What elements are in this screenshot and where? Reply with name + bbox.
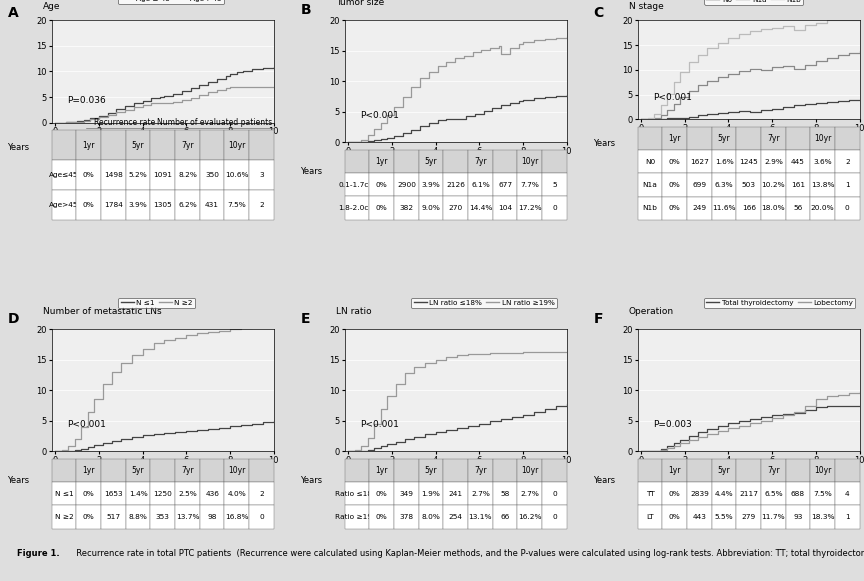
- Legend: Total thyroidectomy, Lobectomy: Total thyroidectomy, Lobectomy: [704, 297, 855, 308]
- Text: Recurrence rate: Recurrence rate: [94, 118, 156, 127]
- Text: Number of metastatic LNs: Number of metastatic LNs: [43, 307, 162, 317]
- Text: Years: Years: [8, 476, 29, 485]
- Text: Tumor size: Tumor size: [336, 0, 384, 8]
- Text: Years: Years: [594, 476, 615, 485]
- Text: Figure 1.: Figure 1.: [17, 549, 60, 558]
- Text: P=0.036: P=0.036: [67, 96, 106, 105]
- Legend: N0, N1a, N1b: N0, N1a, N1b: [704, 0, 804, 5]
- Text: Operation: Operation: [629, 307, 674, 317]
- Text: P<0.001: P<0.001: [360, 420, 399, 429]
- Text: Age: Age: [43, 2, 60, 11]
- Text: Years: Years: [301, 167, 322, 175]
- Text: A: A: [8, 6, 18, 20]
- Text: C: C: [594, 6, 604, 20]
- Text: P<0.001: P<0.001: [67, 420, 106, 429]
- Text: Years: Years: [594, 139, 615, 148]
- Text: Years: Years: [301, 476, 322, 485]
- Text: E: E: [301, 312, 310, 327]
- Text: D: D: [8, 312, 19, 327]
- Text: P<0.001: P<0.001: [653, 93, 692, 102]
- Legend: Age ≤ 45, Age >45: Age ≤ 45, Age >45: [118, 0, 224, 4]
- Text: LN ratio: LN ratio: [336, 307, 372, 317]
- Text: B: B: [301, 3, 311, 17]
- Text: P=0.003: P=0.003: [653, 420, 692, 429]
- Text: Years: Years: [8, 143, 29, 152]
- Text: N stage: N stage: [629, 2, 664, 12]
- Text: F: F: [594, 312, 603, 327]
- Legend: LN ratio ≤18%, LN ratio ≥19%: LN ratio ≤18%, LN ratio ≥19%: [411, 297, 556, 308]
- Legend: N ≤1, N ≥2: N ≤1, N ≥2: [118, 297, 195, 308]
- Text: Recurrence rate in total PTC patients  (Recurrence were calculated using Kaplan-: Recurrence rate in total PTC patients (R…: [71, 549, 864, 558]
- Text: P<0.001: P<0.001: [360, 111, 399, 120]
- Text: Number of evaluated patients: Number of evaluated patients: [157, 118, 272, 127]
